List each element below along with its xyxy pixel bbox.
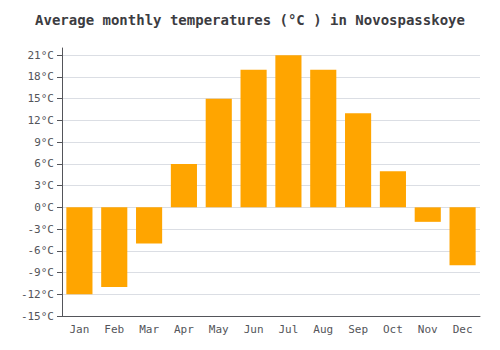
svg-text:Feb: Feb xyxy=(104,323,124,336)
svg-text:Mar: Mar xyxy=(139,323,159,336)
svg-text:-6°C: -6°C xyxy=(28,244,55,257)
svg-text:6°C: 6°C xyxy=(34,157,54,170)
svg-text:21°C: 21°C xyxy=(28,49,55,62)
svg-text:-3°C: -3°C xyxy=(28,223,55,236)
svg-text:9°C: 9°C xyxy=(34,136,54,149)
svg-text:Average monthly temperatures (: Average monthly temperatures (°C ) in No… xyxy=(35,12,465,28)
svg-text:Jul: Jul xyxy=(278,323,298,336)
svg-text:12°C: 12°C xyxy=(28,114,55,127)
svg-text:-15°C: -15°C xyxy=(21,310,54,323)
svg-text:Aug: Aug xyxy=(313,323,333,336)
svg-text:15°C: 15°C xyxy=(28,92,55,105)
svg-text:-12°C: -12°C xyxy=(21,288,54,301)
svg-text:0°C: 0°C xyxy=(34,201,54,214)
svg-text:Apr: Apr xyxy=(174,323,194,336)
svg-text:Jan: Jan xyxy=(69,323,89,336)
svg-text:Sep: Sep xyxy=(348,323,368,336)
svg-text:3°C: 3°C xyxy=(34,179,54,192)
svg-text:-9°C: -9°C xyxy=(28,266,55,279)
svg-text:Jun: Jun xyxy=(244,323,264,336)
svg-text:18°C: 18°C xyxy=(28,70,55,83)
svg-text:Oct: Oct xyxy=(383,323,403,336)
svg-text:May: May xyxy=(209,323,229,336)
svg-text:Nov: Nov xyxy=(418,323,438,336)
svg-text:Dec: Dec xyxy=(453,323,473,336)
